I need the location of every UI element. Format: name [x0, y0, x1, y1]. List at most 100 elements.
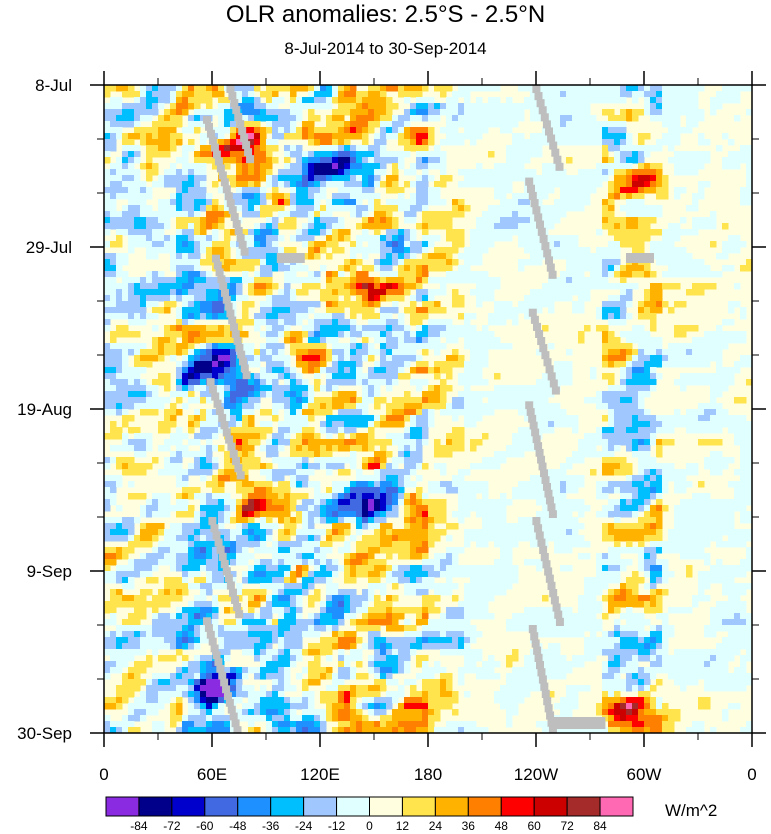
field-cell [692, 121, 699, 128]
field-cell [452, 487, 459, 494]
field-cell [122, 103, 129, 110]
field-cell [638, 139, 645, 146]
field-cell [332, 205, 339, 212]
field-cell [182, 175, 189, 182]
field-cell [278, 205, 285, 212]
field-cell [716, 271, 723, 278]
field-cell [674, 343, 681, 350]
field-cell [152, 91, 159, 98]
field-cell [374, 103, 381, 110]
field-cell [110, 127, 117, 134]
field-cell [608, 139, 615, 146]
field-cell [344, 409, 351, 416]
field-cell [650, 247, 657, 254]
field-cell [194, 259, 201, 266]
field-cell [176, 463, 183, 470]
field-cell [116, 475, 123, 482]
field-cell [518, 487, 525, 494]
field-cell [128, 367, 135, 374]
field-cell [620, 463, 627, 470]
field-cell [548, 415, 555, 422]
field-cell [128, 391, 135, 398]
field-cell [170, 97, 177, 104]
field-cell [332, 235, 339, 242]
field-cell [470, 349, 477, 356]
field-cell [668, 115, 675, 122]
field-cell [398, 415, 405, 422]
field-cell [116, 259, 123, 266]
field-cell [212, 211, 219, 218]
field-cell [632, 403, 639, 410]
field-cell [314, 103, 321, 110]
field-cell [302, 433, 309, 440]
field-cell [674, 109, 681, 116]
field-cell [410, 457, 417, 464]
field-cell [188, 115, 195, 122]
field-cell [308, 163, 315, 170]
field-cell [440, 157, 447, 164]
field-cell [338, 481, 345, 488]
field-cell [296, 439, 303, 446]
field-cell [464, 247, 471, 254]
field-cell [728, 247, 735, 254]
field-cell [632, 415, 639, 422]
field-cell [266, 139, 273, 146]
field-cell [416, 289, 423, 296]
field-cell [194, 361, 201, 368]
field-cell [158, 211, 165, 218]
field-cell [122, 139, 129, 146]
field-cell [512, 121, 519, 128]
field-cell [608, 121, 615, 128]
field-cell [464, 259, 471, 266]
field-cell [596, 403, 603, 410]
field-cell [470, 313, 477, 320]
field-cell [446, 211, 453, 218]
field-cell [128, 415, 135, 422]
field-cell [410, 397, 417, 404]
field-cell [626, 145, 633, 152]
field-cell [398, 139, 405, 146]
field-cell [422, 301, 429, 308]
field-cell [608, 433, 615, 440]
field-cell [308, 109, 315, 116]
field-cell [464, 121, 471, 128]
field-cell [254, 433, 261, 440]
field-cell [476, 181, 483, 188]
field-cell [494, 211, 501, 218]
field-cell [362, 265, 369, 272]
field-cell [338, 193, 345, 200]
field-cell [368, 115, 375, 122]
field-cell [338, 403, 345, 410]
field-cell [428, 325, 435, 332]
field-cell [260, 271, 267, 278]
field-cell [260, 331, 267, 338]
field-cell [656, 445, 663, 452]
field-cell [272, 409, 279, 416]
field-cell [158, 133, 165, 140]
field-cell [632, 385, 639, 392]
field-cell [230, 133, 237, 140]
field-cell [182, 295, 189, 302]
field-cell [620, 295, 627, 302]
field-cell [182, 283, 189, 290]
field-cell [602, 397, 609, 404]
field-cell [596, 427, 603, 434]
field-cell [410, 367, 417, 374]
field-cell [428, 115, 435, 122]
field-cell [542, 421, 549, 428]
field-cell [422, 115, 429, 122]
field-cell [110, 421, 117, 428]
field-cell [194, 97, 201, 104]
field-cell [320, 337, 327, 344]
field-cell [266, 409, 273, 416]
field-cell [254, 319, 261, 326]
field-cell [188, 259, 195, 266]
field-cell [608, 199, 615, 206]
field-cell [566, 175, 573, 182]
field-cell [116, 109, 123, 116]
field-cell [158, 307, 165, 314]
field-cell [338, 163, 345, 170]
field-cell [356, 163, 363, 170]
field-cell [152, 349, 159, 356]
field-cell [158, 241, 165, 248]
